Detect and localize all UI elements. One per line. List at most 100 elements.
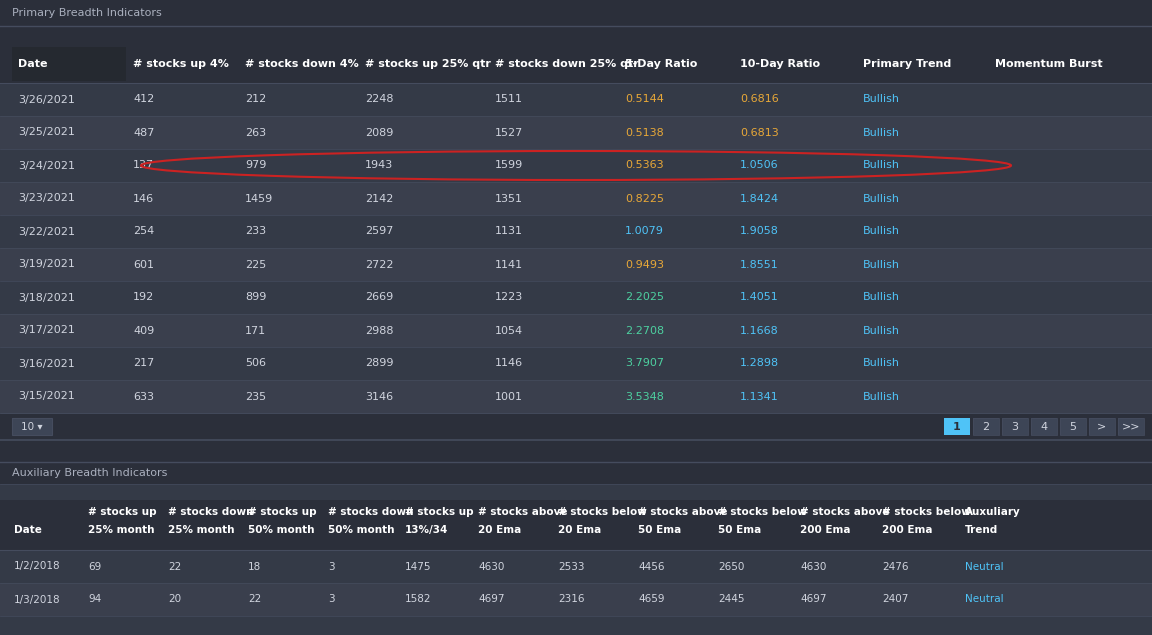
Text: # stocks above: # stocks above bbox=[638, 507, 728, 517]
Text: # stocks up: # stocks up bbox=[406, 507, 473, 517]
Text: Auxiliary Breadth Indicators: Auxiliary Breadth Indicators bbox=[12, 468, 167, 478]
Text: # stocks above: # stocks above bbox=[478, 507, 568, 517]
Bar bbox=[0, 45, 1152, 83]
Text: 1/3/2018: 1/3/2018 bbox=[14, 594, 61, 605]
Bar bbox=[0, 484, 1152, 500]
Bar bbox=[943, 418, 970, 435]
Text: 25% month: 25% month bbox=[88, 525, 154, 535]
Text: # stocks down 4%: # stocks down 4% bbox=[245, 59, 358, 69]
Bar bbox=[0, 484, 1152, 635]
Text: 1.2898: 1.2898 bbox=[740, 359, 779, 368]
Bar bbox=[0, 281, 1152, 314]
Bar bbox=[0, 248, 1152, 281]
Text: >>: >> bbox=[1122, 422, 1140, 432]
Text: Bullish: Bullish bbox=[863, 95, 900, 105]
Text: 18: 18 bbox=[248, 561, 262, 572]
Text: 200 Ema: 200 Ema bbox=[799, 525, 850, 535]
Text: 1582: 1582 bbox=[406, 594, 432, 605]
Text: 2.2708: 2.2708 bbox=[626, 326, 664, 335]
Text: 3: 3 bbox=[328, 561, 334, 572]
Text: # stocks up: # stocks up bbox=[248, 507, 317, 517]
Text: 1001: 1001 bbox=[495, 392, 523, 401]
Bar bbox=[0, 26, 1152, 45]
Text: 2476: 2476 bbox=[882, 561, 909, 572]
Bar bbox=[1031, 418, 1058, 435]
Text: 3/16/2021: 3/16/2021 bbox=[18, 359, 75, 368]
Text: 1: 1 bbox=[953, 422, 961, 432]
Text: 3/24/2021: 3/24/2021 bbox=[18, 161, 75, 171]
Text: 69: 69 bbox=[88, 561, 101, 572]
Text: Bullish: Bullish bbox=[863, 227, 900, 236]
Text: 212: 212 bbox=[245, 95, 266, 105]
Text: 13%/34: 13%/34 bbox=[406, 525, 448, 535]
Text: # stocks up 25% qtr: # stocks up 25% qtr bbox=[365, 59, 491, 69]
Text: 4630: 4630 bbox=[799, 561, 826, 572]
Text: 1.9058: 1.9058 bbox=[740, 227, 779, 236]
Text: 22: 22 bbox=[168, 561, 181, 572]
Text: 409: 409 bbox=[132, 326, 154, 335]
Text: 20 Ema: 20 Ema bbox=[558, 525, 601, 535]
Text: >: > bbox=[1098, 422, 1107, 432]
Text: 146: 146 bbox=[132, 194, 154, 203]
Bar bbox=[0, 380, 1152, 413]
Text: 3/26/2021: 3/26/2021 bbox=[18, 95, 75, 105]
Text: 263: 263 bbox=[245, 128, 266, 138]
Text: 1.0079: 1.0079 bbox=[626, 227, 664, 236]
Text: 487: 487 bbox=[132, 128, 154, 138]
Bar bbox=[973, 418, 999, 435]
Text: 2899: 2899 bbox=[365, 359, 394, 368]
Text: 4630: 4630 bbox=[478, 561, 505, 572]
Text: 1511: 1511 bbox=[495, 95, 523, 105]
Text: 2988: 2988 bbox=[365, 326, 394, 335]
Text: 225: 225 bbox=[245, 260, 266, 269]
Text: Primary Breadth Indicators: Primary Breadth Indicators bbox=[12, 8, 161, 18]
Text: Bullish: Bullish bbox=[863, 260, 900, 269]
Text: 1475: 1475 bbox=[406, 561, 432, 572]
Text: 1146: 1146 bbox=[495, 359, 523, 368]
Bar bbox=[0, 413, 1152, 440]
Text: 1054: 1054 bbox=[495, 326, 523, 335]
Bar bbox=[0, 182, 1152, 215]
Bar bbox=[0, 583, 1152, 616]
Text: Bullish: Bullish bbox=[863, 392, 900, 401]
Bar bbox=[0, 440, 1152, 462]
Bar bbox=[1089, 418, 1115, 435]
Text: 979: 979 bbox=[245, 161, 266, 171]
Text: 412: 412 bbox=[132, 95, 154, 105]
Text: 1.0506: 1.0506 bbox=[740, 161, 779, 171]
Text: # stocks below: # stocks below bbox=[558, 507, 647, 517]
Bar bbox=[0, 314, 1152, 347]
Text: Date: Date bbox=[14, 525, 41, 535]
Text: 25% month: 25% month bbox=[168, 525, 235, 535]
Text: 50 Ema: 50 Ema bbox=[718, 525, 761, 535]
Text: 0.9493: 0.9493 bbox=[626, 260, 664, 269]
Text: Bullish: Bullish bbox=[863, 293, 900, 302]
Text: 22: 22 bbox=[248, 594, 262, 605]
Text: 3146: 3146 bbox=[365, 392, 393, 401]
Text: 0.5138: 0.5138 bbox=[626, 128, 664, 138]
Bar bbox=[0, 83, 1152, 116]
Text: 1527: 1527 bbox=[495, 128, 523, 138]
Text: 1223: 1223 bbox=[495, 293, 523, 302]
Text: Bullish: Bullish bbox=[863, 194, 900, 203]
Text: # stocks below: # stocks below bbox=[718, 507, 806, 517]
Bar bbox=[0, 500, 1152, 550]
Text: 2407: 2407 bbox=[882, 594, 909, 605]
Bar bbox=[1002, 418, 1028, 435]
Text: 506: 506 bbox=[245, 359, 266, 368]
Text: 192: 192 bbox=[132, 293, 154, 302]
Text: 3.7907: 3.7907 bbox=[626, 359, 664, 368]
Text: Bullish: Bullish bbox=[863, 128, 900, 138]
Text: 1943: 1943 bbox=[365, 161, 393, 171]
Text: 3/19/2021: 3/19/2021 bbox=[18, 260, 75, 269]
Text: 2722: 2722 bbox=[365, 260, 394, 269]
Text: 171: 171 bbox=[245, 326, 266, 335]
Text: # stocks down: # stocks down bbox=[168, 507, 253, 517]
Text: 2533: 2533 bbox=[558, 561, 584, 572]
Text: 4659: 4659 bbox=[638, 594, 665, 605]
Text: 50% month: 50% month bbox=[328, 525, 394, 535]
Text: 1/2/2018: 1/2/2018 bbox=[14, 561, 61, 572]
Text: 2089: 2089 bbox=[365, 128, 393, 138]
Text: Momentum Burst: Momentum Burst bbox=[995, 59, 1102, 69]
Text: 20: 20 bbox=[168, 594, 181, 605]
